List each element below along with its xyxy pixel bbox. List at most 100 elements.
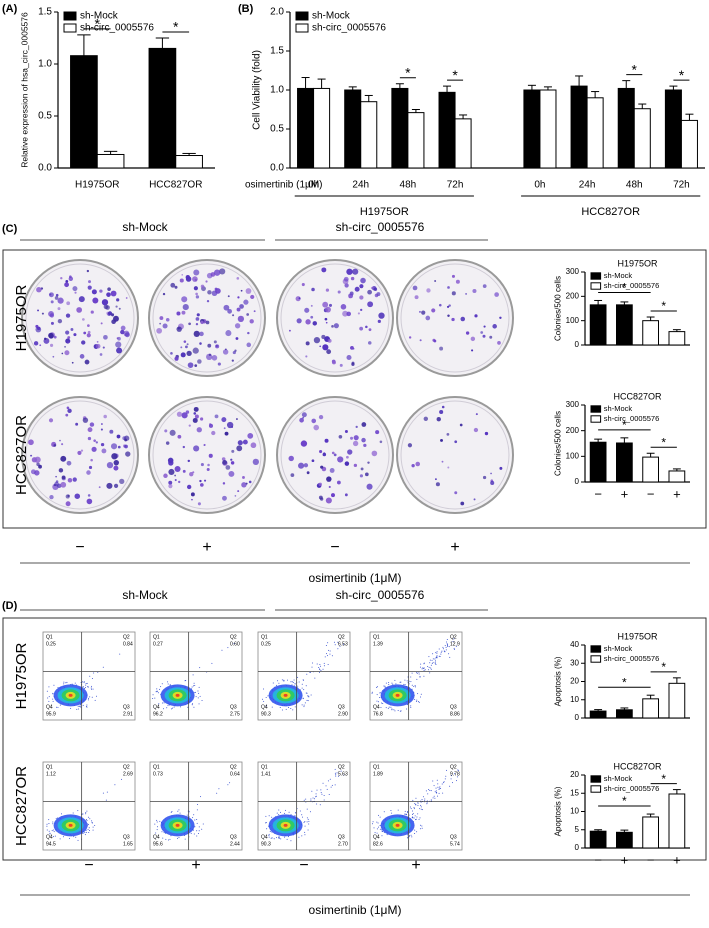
legend-label: sh-circ_0005576 [604, 281, 659, 290]
colony [41, 312, 44, 315]
flow-event [268, 833, 270, 835]
colony [342, 310, 349, 317]
quadrant-value: 5.63 [338, 771, 348, 777]
colony [86, 333, 91, 338]
colony [30, 454, 33, 457]
flow-event [121, 778, 123, 780]
flow-event [410, 676, 412, 678]
colony [352, 268, 359, 275]
colony [318, 414, 324, 420]
colony [441, 460, 444, 463]
colony [72, 286, 78, 292]
flow-event [430, 664, 432, 666]
flow-event [306, 808, 308, 810]
flow-event [197, 833, 199, 835]
colony [350, 436, 354, 440]
colony [82, 417, 89, 423]
colony [54, 296, 59, 300]
colony [111, 453, 118, 460]
flow-event [227, 647, 229, 649]
flow-density [175, 823, 180, 827]
flow-event [388, 706, 390, 708]
colony [124, 444, 128, 449]
colony [164, 429, 168, 433]
y-axis-label: Apoptosis (%) [554, 656, 563, 706]
colony [436, 417, 441, 422]
flow-event [154, 697, 156, 699]
treatment-label: + [411, 857, 420, 874]
legend-label: sh-circ_0005576 [604, 414, 659, 423]
flow-event [196, 835, 198, 837]
flow-event [315, 795, 317, 797]
legend-swatch [63, 11, 77, 21]
y-tick-label: 0 [575, 713, 580, 722]
colony [67, 336, 71, 339]
flow-event [268, 815, 270, 817]
flow-event [417, 813, 419, 815]
colony [115, 305, 118, 308]
colony [296, 318, 302, 324]
chart-title: HCC827OR [613, 391, 662, 401]
y-axis-label: Colonies/500 cells [554, 276, 563, 341]
colony [61, 475, 66, 480]
flow-event [105, 799, 107, 801]
flow-event [376, 821, 378, 823]
flow-event [196, 830, 198, 832]
flow-event [414, 698, 416, 700]
flow-event [371, 691, 373, 693]
colony [222, 349, 229, 355]
flow-density [68, 823, 73, 827]
colony [368, 328, 372, 332]
flow-event [377, 701, 379, 703]
plate-rim [25, 400, 135, 510]
colony [170, 352, 173, 355]
flow-event [178, 809, 180, 811]
flow-event [326, 653, 328, 655]
flow-event [287, 836, 289, 838]
colony [359, 474, 363, 478]
flow-event [303, 706, 305, 708]
colony [408, 336, 412, 339]
colony [222, 482, 226, 485]
colony [206, 272, 213, 279]
legend-swatch [63, 23, 77, 33]
flow-event [431, 662, 433, 664]
quadrant-name: Q4 [46, 704, 53, 710]
flow-event [278, 809, 280, 811]
treatment-label: + [191, 857, 200, 874]
flow-event [412, 813, 414, 815]
flow-event [444, 645, 446, 647]
y-tick-label: 0.0 [38, 163, 52, 174]
panel-label: (A) [2, 3, 18, 15]
colony [379, 440, 383, 444]
colony [426, 288, 431, 293]
quadrant-name: Q2 [123, 764, 130, 770]
colony [480, 331, 484, 334]
flow-event [448, 653, 450, 655]
flow-event [53, 684, 55, 686]
colony [109, 429, 114, 434]
group-header: sh-Mock [122, 588, 168, 602]
flow-event [55, 818, 57, 820]
colony [322, 301, 329, 308]
colony [117, 445, 121, 449]
flow-event [86, 820, 88, 822]
legend-label: sh-Mock [312, 11, 351, 22]
plate-rim [152, 263, 262, 373]
colony [235, 418, 238, 421]
flow-event [420, 804, 422, 806]
colony [224, 431, 229, 436]
colony [86, 498, 93, 505]
colony [301, 412, 307, 418]
bar [589, 304, 607, 346]
colony [499, 316, 502, 320]
colony [67, 341, 70, 344]
y-tick-label: 0 [575, 340, 580, 349]
flow-event [386, 834, 388, 836]
chart-title: H1975OR [617, 258, 658, 268]
flow-event [406, 811, 408, 813]
flow-event [48, 819, 50, 821]
flow-event [193, 685, 195, 687]
colony [242, 439, 248, 445]
flow-event [446, 769, 448, 771]
